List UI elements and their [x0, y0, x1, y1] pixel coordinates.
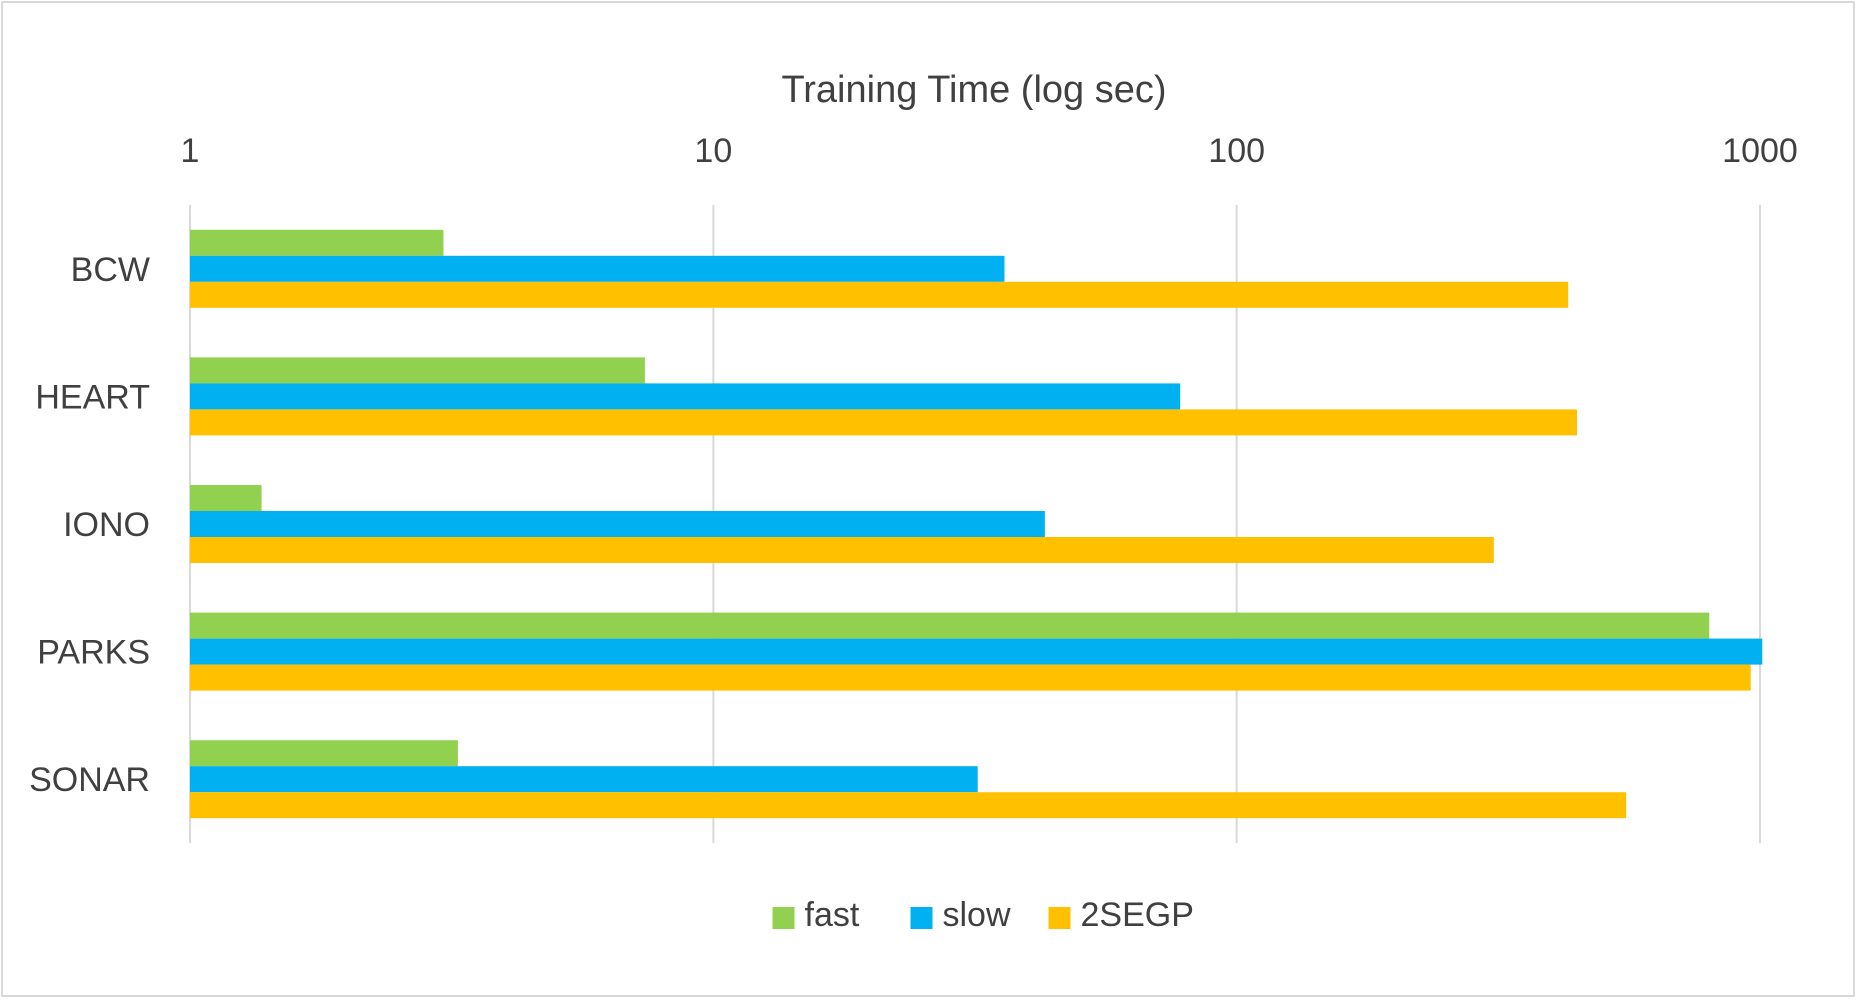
- x-tick-label: 10: [694, 132, 732, 170]
- legend-swatch-2SEGP: [1048, 907, 1071, 929]
- bar-slow-HEART: [190, 383, 1181, 410]
- bar-2SEGP-IONO: [190, 537, 1494, 563]
- category-label: HEART: [35, 378, 150, 416]
- bar-fast-IONO: [190, 485, 262, 511]
- bar-slow-SONAR: [190, 766, 978, 793]
- x-tick-label: 1000: [1722, 132, 1798, 170]
- bar-fast-HEART: [190, 357, 645, 384]
- bar-slow-PARKS: [190, 638, 1763, 665]
- legend-label-slow: slow: [943, 896, 1011, 934]
- bar-fast-SONAR: [190, 740, 458, 767]
- category-label: BCW: [71, 251, 150, 289]
- category-label: SONAR: [29, 761, 150, 799]
- legend-swatch-slow: [910, 907, 933, 929]
- bar-fast-PARKS: [190, 612, 1710, 639]
- x-tick-label: 100: [1208, 132, 1265, 170]
- category-label: PARKS: [37, 634, 150, 672]
- bar-2SEGP-BCW: [190, 281, 1569, 308]
- legend: fast slow 2SEGP: [772, 896, 1194, 934]
- bar-slow-BCW: [190, 255, 1005, 282]
- bar-fast-BCW: [190, 229, 444, 256]
- bars: [190, 229, 1763, 819]
- category-labels: BCW HEART IONO PARKS SONAR: [29, 251, 150, 799]
- legend-label-2SEGP: 2SEGP: [1081, 896, 1194, 934]
- x-tick-label: 1: [181, 132, 200, 170]
- chart-title: Training Time (log sec): [781, 69, 1166, 111]
- legend-swatch-fast: [772, 907, 795, 929]
- bar-2SEGP-SONAR: [190, 792, 1627, 819]
- bar-slow-IONO: [190, 511, 1045, 537]
- bar-2SEGP-HEART: [190, 409, 1577, 436]
- x-axis-tick-labels: 1 10 100 1000: [181, 132, 1798, 170]
- legend-label-fast: fast: [805, 896, 860, 934]
- bar-2SEGP-PARKS: [190, 664, 1751, 691]
- category-label: IONO: [63, 506, 150, 544]
